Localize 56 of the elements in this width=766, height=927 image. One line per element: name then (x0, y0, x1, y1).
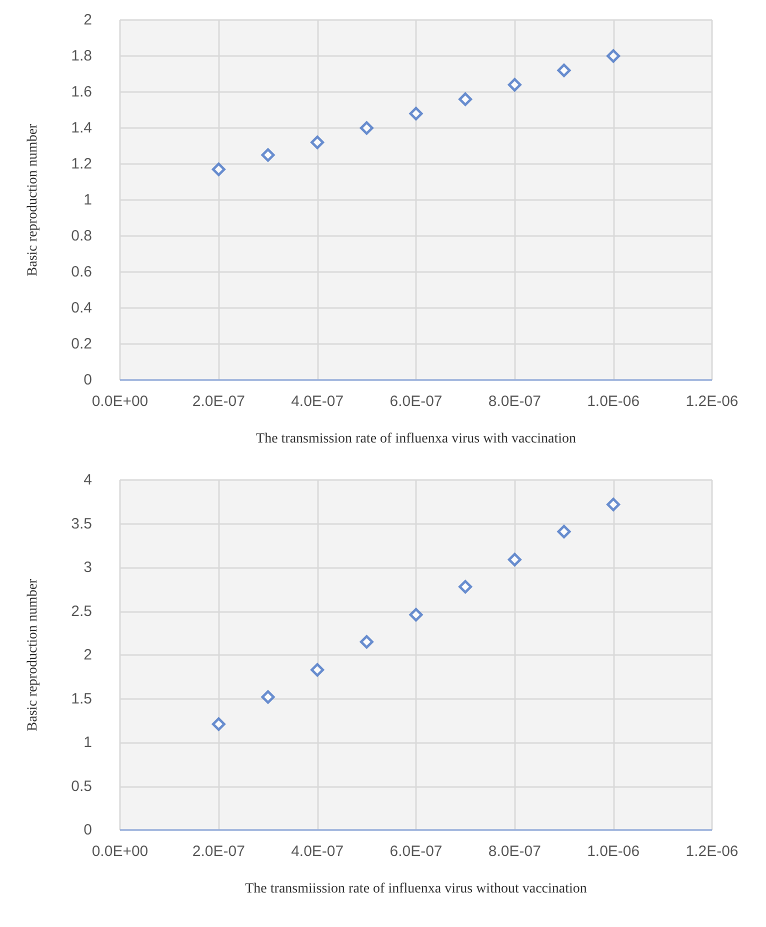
point (557, 524, 571, 538)
point (409, 608, 423, 622)
point (606, 49, 620, 63)
point (508, 78, 522, 92)
point (458, 580, 472, 594)
x-tick-label: 4.0E-07 (291, 393, 344, 410)
point (310, 136, 324, 150)
y-tick-label: 0.4 (71, 300, 92, 316)
y-tick-label: 1.8 (71, 48, 92, 64)
x-tick-label: 2.0E-07 (192, 393, 245, 410)
point (458, 92, 472, 106)
point (261, 148, 275, 162)
y-tick-label: 2 (84, 646, 92, 664)
y-tick-label: 2 (84, 12, 92, 28)
point (212, 717, 226, 731)
x-tick-label: 8.0E-07 (488, 393, 541, 410)
y-tick-label: 2.5 (71, 602, 92, 620)
y-tick-label: 1.6 (71, 84, 92, 100)
y-tick-label: 1.5 (71, 690, 92, 708)
y-tick-label: 0 (84, 372, 92, 388)
x-axis-title: The transmiission rate of influenxa virus without vaccination (245, 882, 587, 896)
y-tick-label: 1.2 (71, 156, 92, 172)
x-tick-label: 1.2E-06 (686, 843, 738, 860)
x-tick-label: 6.0E-07 (390, 393, 442, 410)
y-tick-label: 0.6 (71, 264, 92, 280)
y-axis-title: Basic reproduction number (26, 123, 40, 276)
point (310, 663, 324, 677)
point (409, 106, 423, 120)
point (261, 690, 275, 704)
x-tick-label: 0.0E+00 (92, 843, 148, 860)
y-tick-label: 0 (84, 822, 92, 838)
y-tick-label: 4 (84, 472, 92, 488)
y-tick-label: 0.5 (71, 778, 92, 795)
point (212, 162, 226, 176)
y-tick-label: 3 (84, 559, 92, 576)
y-tick-label: 0.2 (71, 336, 92, 352)
y-tick-label: 0.8 (71, 228, 92, 244)
y-axis-title: Basic reproduction number (26, 578, 40, 732)
x-tick-label: 1.2E-06 (686, 393, 738, 410)
x-tick-label: 1.0E-06 (587, 393, 640, 410)
y-tick-label: 1 (84, 192, 92, 208)
x-tick-label: 6.0E-07 (390, 843, 442, 860)
y-tick-label: 1.4 (71, 120, 92, 136)
x-tick-label: 8.0E-07 (488, 843, 541, 860)
x-tick-label: 0.0E+00 (92, 393, 148, 410)
x-tick-label: 2.0E-07 (192, 843, 245, 860)
x-axis-title: The transmission rate of influenxa virus with vaccination (256, 432, 576, 446)
point (360, 121, 374, 135)
point (557, 64, 571, 78)
y-tick-label: 1 (84, 734, 92, 751)
point (360, 635, 374, 649)
point (508, 552, 522, 566)
x-tick-label: 1.0E-06 (587, 843, 640, 860)
x-tick-label: 4.0E-07 (291, 843, 344, 860)
y-tick-label: 3.5 (71, 515, 92, 532)
point (606, 498, 620, 512)
